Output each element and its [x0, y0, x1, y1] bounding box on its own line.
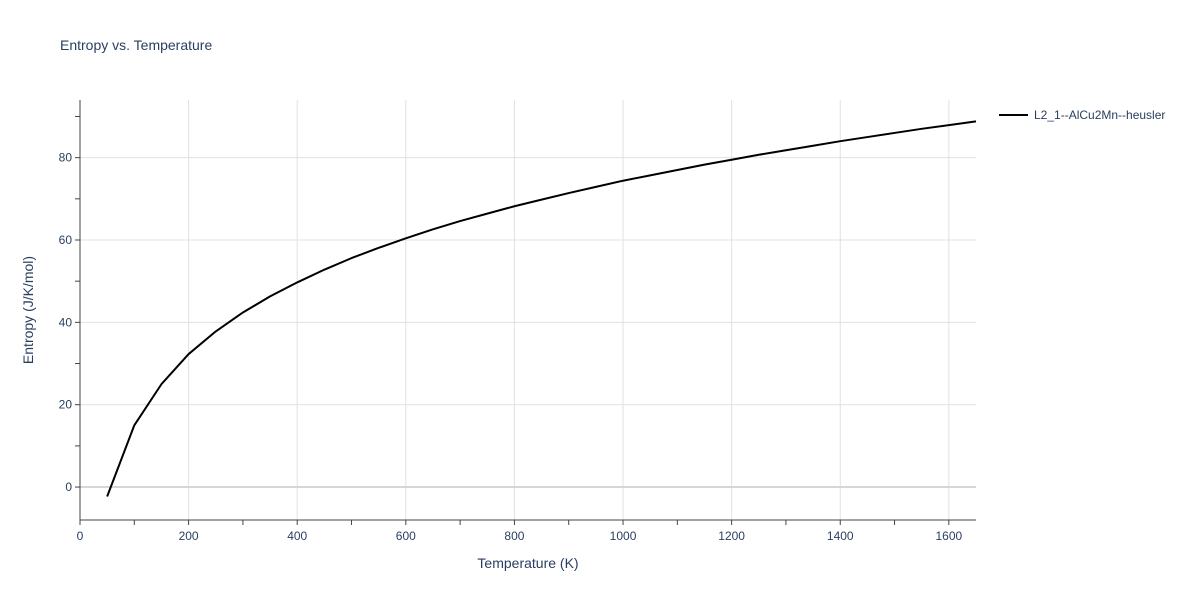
y-tick-label: 40 — [59, 315, 73, 329]
series-layer — [106, 120, 977, 497]
series-line[interactable] — [106, 120, 977, 497]
y-tick-label: 80 — [59, 151, 73, 165]
x-tick-label: 1600 — [935, 529, 962, 543]
x-tick-label: 1200 — [718, 529, 745, 543]
x-axis-title: Temperature (K) — [477, 555, 578, 571]
x-tick-label: 200 — [179, 529, 199, 543]
y-tick-label: 0 — [65, 480, 72, 494]
x-tick-label: 600 — [396, 529, 416, 543]
x-tick-label: 800 — [504, 529, 524, 543]
legend[interactable]: L2_1--AlCu2Mn--heusler — [999, 108, 1165, 122]
y-tick-label: 60 — [59, 233, 73, 247]
x-tick-label: 1000 — [610, 529, 637, 543]
legend-label: L2_1--AlCu2Mn--heusler — [1034, 108, 1165, 122]
chart-title: Entropy vs. Temperature — [60, 37, 212, 53]
x-tick-label: 400 — [287, 529, 307, 543]
y-tick-label: 20 — [59, 398, 73, 412]
axis-layer: 0 200 400 600 800 1000 1200 1400 1600 0 20 40 60 80 — [59, 100, 976, 543]
grid-layer — [80, 100, 976, 520]
x-tick-label: 1400 — [827, 529, 854, 543]
x-tick-label: 0 — [77, 529, 84, 543]
y-axis-title: Entropy (J/K/mol) — [20, 256, 36, 364]
